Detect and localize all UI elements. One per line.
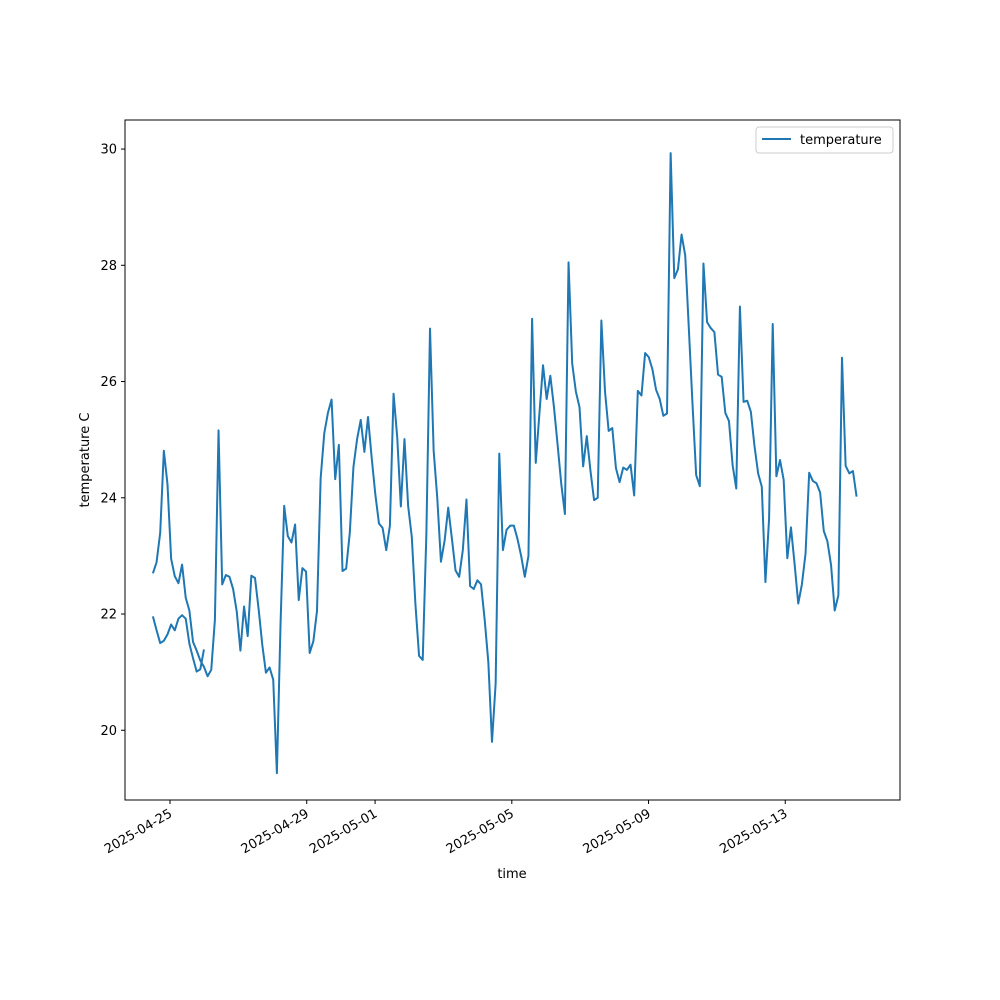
y-tick-label: 26 [100, 375, 117, 390]
legend: temperature [755, 126, 894, 154]
plot-frame [124, 119, 901, 801]
y-tick-label: 30 [100, 143, 117, 158]
y-tick-label: 22 [100, 608, 117, 623]
series-line-temperature [151, 152, 858, 775]
series-line-temperature [151, 614, 205, 673]
y-axis-label: temperature C [78, 413, 93, 508]
x-axis-label: time [497, 867, 526, 882]
series-layer [151, 152, 858, 775]
y-tick-label: 24 [100, 491, 117, 506]
y-tick-label: 28 [100, 259, 117, 274]
legend-box [755, 126, 894, 154]
y-axis: 20 22 24 26 28 30 [100, 143, 125, 739]
legend-label-temperature: temperature [800, 133, 882, 148]
y-tick-label: 20 [100, 724, 117, 739]
